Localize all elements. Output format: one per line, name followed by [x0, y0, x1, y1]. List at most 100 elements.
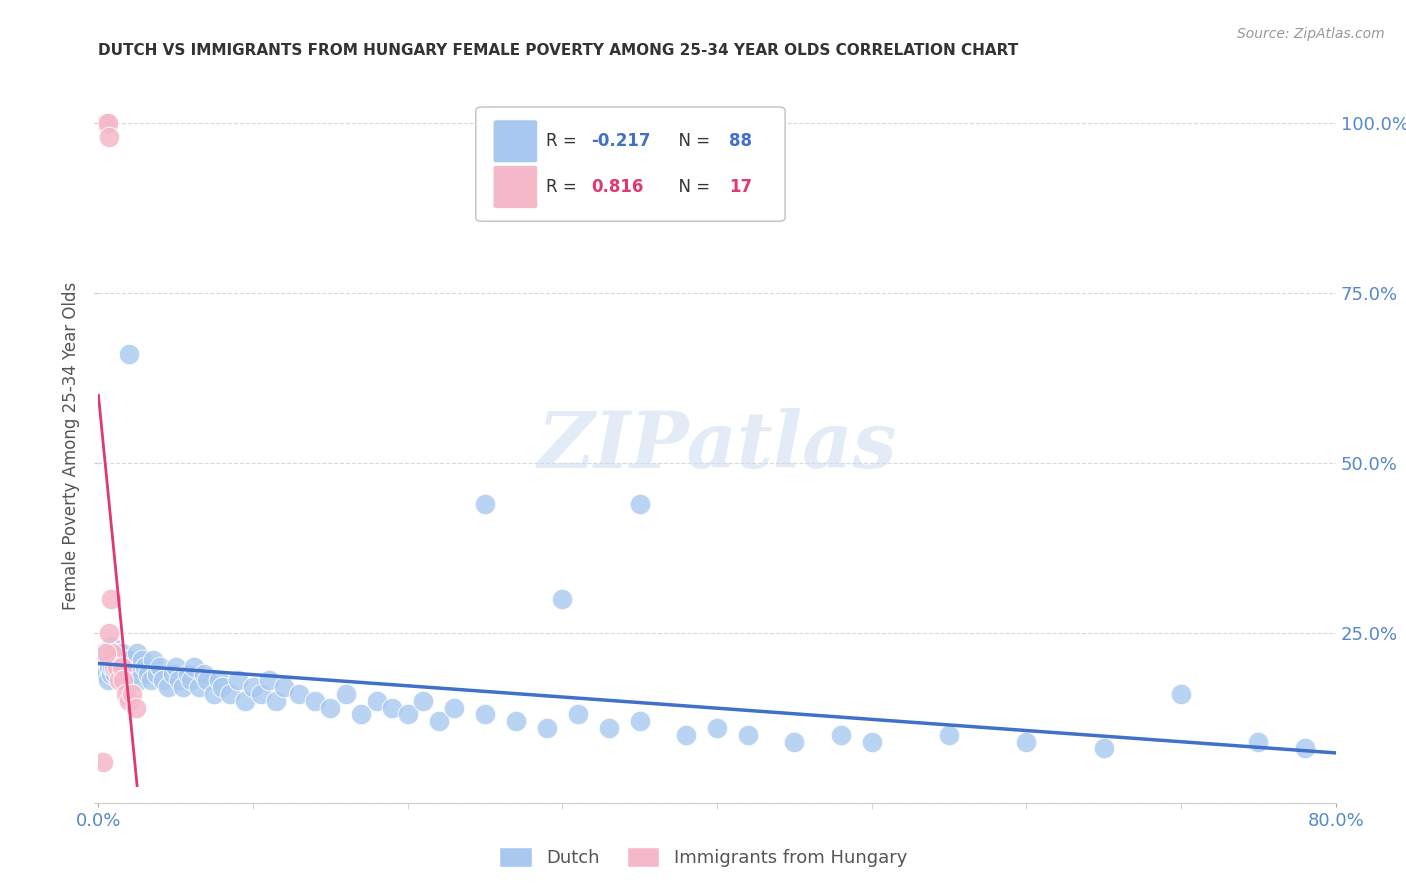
Point [115, 660, 138, 674]
Point [427, 714, 450, 729]
Point [105, 660, 128, 674]
Point [474, 497, 496, 511]
Point [366, 694, 388, 708]
Point [195, 673, 218, 688]
Point [1015, 734, 1038, 748]
Point [98, 626, 121, 640]
Point [104, 666, 127, 681]
Point [350, 707, 373, 722]
Point [183, 660, 205, 674]
Point [146, 666, 169, 681]
Point [381, 700, 404, 714]
Point [152, 673, 174, 688]
Point [177, 666, 200, 681]
Point [136, 666, 159, 681]
Point [208, 673, 231, 688]
Point [830, 728, 852, 742]
Text: 17: 17 [730, 178, 752, 196]
Text: N =: N = [668, 178, 714, 196]
Point [157, 680, 180, 694]
Point [211, 680, 233, 694]
Point [91, 646, 114, 660]
Point [105, 653, 128, 667]
Point [266, 694, 288, 708]
Point [219, 687, 242, 701]
Point [1170, 687, 1192, 701]
Point [860, 734, 883, 748]
Point [101, 660, 124, 674]
Point [149, 660, 172, 674]
Point [93, 660, 115, 674]
Point [628, 497, 651, 511]
Text: -0.217: -0.217 [591, 132, 651, 150]
Point [193, 666, 215, 681]
Point [112, 666, 135, 681]
Point [162, 666, 184, 681]
Point [142, 653, 165, 667]
Point [96, 116, 118, 130]
Point [551, 591, 574, 606]
Point [180, 673, 202, 688]
Point [121, 666, 143, 681]
Point [114, 653, 136, 667]
Point [273, 680, 295, 694]
Point [235, 694, 257, 708]
Text: DUTCH VS IMMIGRANTS FROM HUNGARY FEMALE POVERTY AMONG 25-34 YEAR OLDS CORRELATIO: DUTCH VS IMMIGRANTS FROM HUNGARY FEMALE … [98, 43, 1019, 58]
Point [100, 666, 122, 681]
Point [173, 680, 195, 694]
Point [101, 646, 124, 660]
Text: N =: N = [668, 132, 714, 150]
Point [111, 660, 134, 674]
Point [242, 680, 264, 694]
Point [319, 700, 342, 714]
Point [124, 700, 146, 714]
Point [107, 660, 129, 674]
Point [128, 673, 150, 688]
Point [938, 728, 960, 742]
Point [628, 714, 651, 729]
Text: ZIPatlas: ZIPatlas [537, 408, 897, 484]
Point [412, 694, 434, 708]
Point [96, 646, 118, 660]
Point [134, 660, 156, 674]
Point [396, 707, 419, 722]
Point [567, 707, 589, 722]
Point [288, 687, 311, 701]
Point [115, 687, 138, 701]
Point [737, 728, 759, 742]
Point [100, 591, 122, 606]
Point [1294, 741, 1316, 756]
Point [257, 673, 280, 688]
Point [98, 653, 121, 667]
Text: 88: 88 [730, 132, 752, 150]
Point [107, 673, 129, 688]
Point [103, 646, 125, 660]
Point [121, 687, 143, 701]
Point [100, 640, 122, 654]
Point [250, 687, 273, 701]
Point [167, 673, 190, 688]
Point [96, 666, 118, 681]
Point [188, 680, 211, 694]
Point [675, 728, 697, 742]
Point [124, 660, 146, 674]
Point [443, 700, 465, 714]
Point [91, 755, 114, 769]
Point [1247, 734, 1270, 748]
Point [97, 646, 120, 660]
Point [474, 707, 496, 722]
Point [706, 721, 728, 735]
Point [96, 653, 118, 667]
Point [112, 673, 135, 688]
Point [98, 129, 121, 144]
Point [335, 687, 357, 701]
Point [118, 694, 141, 708]
Point [598, 721, 620, 735]
Point [304, 694, 326, 708]
Text: 0.816: 0.816 [591, 178, 643, 196]
Point [505, 714, 527, 729]
Point [204, 687, 226, 701]
Text: R =: R = [547, 178, 588, 196]
Point [103, 660, 125, 674]
FancyBboxPatch shape [494, 120, 537, 162]
